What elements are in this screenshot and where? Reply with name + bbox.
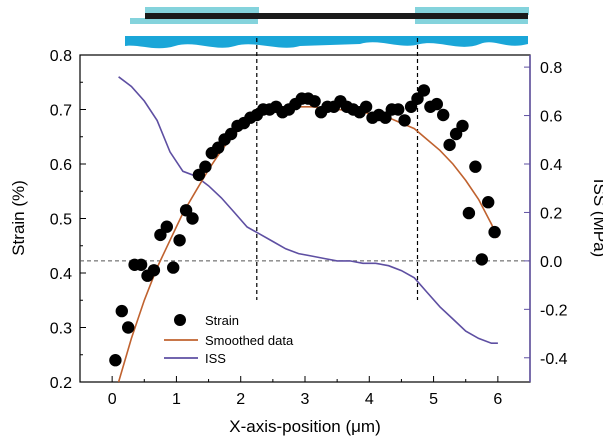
strain-point-50 [430, 97, 443, 111]
schematic-right-bar-lower [415, 18, 528, 24]
strain-point-2 [122, 321, 135, 334]
strain-point-48 [417, 84, 431, 97]
x-tick-label-6: 6 [493, 391, 502, 408]
y2-tick-label-6: 0.8 [540, 60, 562, 77]
strain-point-31 [308, 95, 321, 108]
legend-iss-label: ISS [205, 351, 226, 366]
reference-lines [80, 38, 530, 300]
y-tick-label-0: 0.2 [50, 375, 72, 392]
y-tick-label-1: 0.3 [50, 321, 72, 338]
y2-axis-ticks: -0.4 -0.2 0.0 0.2 0.4 0.6 0.8 [524, 60, 568, 368]
y2-tick-label-3: 0.2 [540, 205, 562, 222]
strain-point-10 [173, 234, 186, 247]
y2-tick-label-0: -0.4 [540, 351, 568, 368]
x-tick-label-1: 1 [172, 391, 181, 408]
strain-point-56 [469, 160, 482, 173]
y-axis-ticks: 0.2 0.3 0.4 0.5 0.6 0.7 0.8 [50, 48, 86, 392]
strain-point-44 [392, 103, 405, 116]
strain-point-6 [147, 264, 161, 277]
schematic-fiber [145, 13, 528, 19]
strain-point-51 [437, 108, 450, 122]
y2-tick-label-2: 0.0 [540, 254, 562, 271]
strain-point-58 [482, 196, 495, 209]
x-tick-label-5: 5 [429, 391, 438, 408]
series-layer [109, 76, 501, 383]
legend-strain-label: Strain [205, 313, 239, 328]
y2-axis-label: ISS (MPa) [590, 179, 603, 257]
y-axis-label: Strain (%) [9, 180, 28, 256]
y-tick-label-2: 0.4 [50, 266, 72, 283]
strain-point-57 [475, 253, 488, 266]
y-tick-label-6: 0.8 [50, 48, 72, 65]
strain-point-4 [134, 258, 148, 271]
strain-point-52 [443, 138, 456, 152]
strain-point-0 [109, 354, 122, 367]
fiber-schematic [125, 7, 529, 49]
legend: Strain Smoothed data ISS [164, 313, 294, 366]
plot-frame [79, 54, 531, 383]
legend-smoothed-label: Smoothed data [205, 333, 294, 348]
x-tick-label-3: 3 [301, 391, 310, 408]
y2-tick-label-5: 0.6 [540, 109, 562, 126]
x-axis-label: X-axis-position (μm) [229, 417, 381, 436]
iss-line [118, 76, 498, 344]
x-tick-label-2: 2 [236, 391, 245, 408]
schematic-left-bar [145, 7, 259, 15]
strain-point-8 [160, 220, 173, 233]
strain-point-1 [115, 304, 128, 318]
strain-point-12 [186, 212, 199, 225]
y-tick-label-5: 0.7 [50, 103, 72, 120]
legend-strain-marker [174, 314, 186, 326]
y2-tick-label-1: -0.2 [540, 302, 568, 319]
x-tick-label-4: 4 [365, 391, 374, 408]
strain-point-55 [462, 206, 476, 220]
x-axis-ticks: 0 1 2 3 4 5 6 [108, 376, 502, 408]
schematic-matrix [125, 36, 528, 49]
strain-point-9 [167, 261, 180, 274]
strain-point-54 [456, 119, 469, 133]
y2-tick-label-4: 0.4 [540, 157, 562, 174]
x-tick-label-0: 0 [108, 391, 117, 408]
y-tick-label-3: 0.5 [50, 212, 72, 229]
strain-point-45 [398, 114, 411, 127]
y-tick-label-4: 0.6 [50, 157, 72, 174]
strain-point-14 [199, 160, 212, 173]
strain-point-59 [488, 225, 501, 239]
schematic-right-bar [415, 7, 529, 15]
schematic-left-bar-lower [130, 18, 258, 24]
strain-point-39 [359, 100, 373, 114]
